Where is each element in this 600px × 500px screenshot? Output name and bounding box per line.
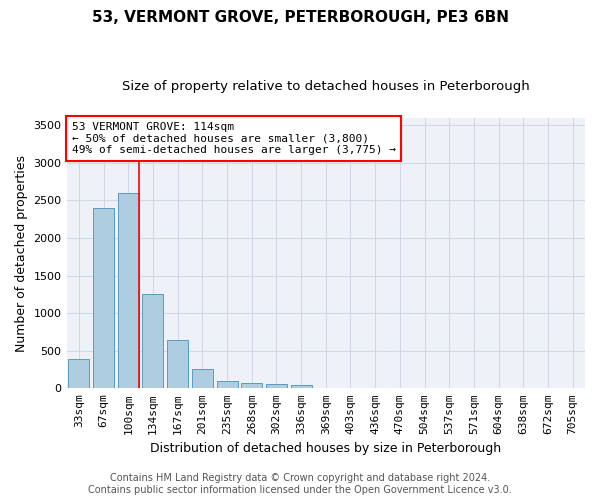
Bar xyxy=(241,384,262,388)
Bar xyxy=(192,369,213,388)
Title: Size of property relative to detached houses in Peterborough: Size of property relative to detached ho… xyxy=(122,80,530,93)
Bar xyxy=(142,294,163,388)
Text: 53, VERMONT GROVE, PETERBOROUGH, PE3 6BN: 53, VERMONT GROVE, PETERBOROUGH, PE3 6BN xyxy=(91,10,509,25)
Text: Contains HM Land Registry data © Crown copyright and database right 2024.
Contai: Contains HM Land Registry data © Crown c… xyxy=(88,474,512,495)
Y-axis label: Number of detached properties: Number of detached properties xyxy=(15,154,28,352)
Bar xyxy=(167,340,188,388)
X-axis label: Distribution of detached houses by size in Peterborough: Distribution of detached houses by size … xyxy=(150,442,502,455)
Bar xyxy=(266,384,287,388)
Bar xyxy=(217,381,238,388)
Bar xyxy=(68,359,89,388)
Text: 53 VERMONT GROVE: 114sqm
← 50% of detached houses are smaller (3,800)
49% of sem: 53 VERMONT GROVE: 114sqm ← 50% of detach… xyxy=(72,122,396,155)
Bar xyxy=(290,385,311,388)
Bar xyxy=(118,193,139,388)
Bar xyxy=(93,208,114,388)
